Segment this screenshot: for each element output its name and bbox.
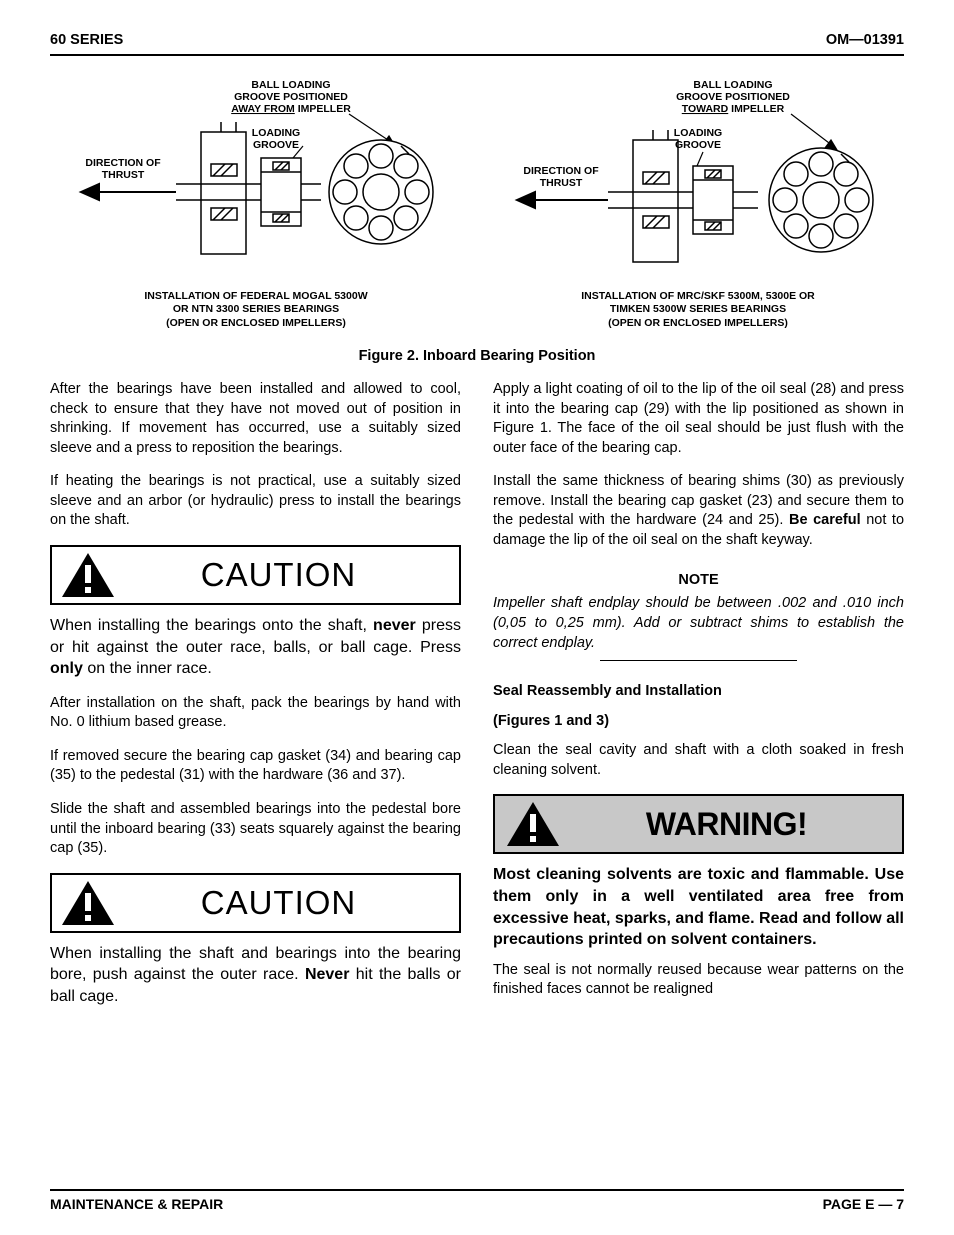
fig-right-loading-l2: GROOVE	[675, 139, 721, 151]
caution-2-label: CAUTION	[116, 880, 441, 926]
warning-triangle-icon	[60, 879, 116, 927]
fig-right-groove-l3: TOWARD IMPELLER	[682, 103, 785, 115]
fig-right-thrust-l2: THRUST	[540, 177, 583, 189]
right-p1: Apply a light coating of oil to the lip …	[493, 380, 904, 458]
note-box: NOTE Impeller shaft endplay should be be…	[493, 570, 904, 678]
bearing-circle-left	[329, 140, 433, 244]
warning-box: WARNING!	[493, 794, 904, 854]
figure-title: Figure 2. Inboard Bearing Position	[50, 346, 904, 366]
left-column: After the bearings have been installed a…	[50, 380, 461, 1189]
diagram-right: BALL LOADING GROOVE POSITIONED TOWARD IM…	[503, 74, 893, 284]
figure-right: BALL LOADING GROOVE POSITIONED TOWARD IM…	[492, 74, 904, 329]
caution1-only: only	[50, 660, 83, 677]
fig-right-groove-l2: GROOVE POSITIONED	[676, 91, 790, 103]
fig-right-loading-l1: LOADING	[674, 127, 722, 139]
caution-2-body: When installing the shaft and bearings i…	[50, 943, 461, 1008]
note-heading: NOTE	[493, 570, 904, 590]
warning-triangle-icon	[505, 800, 561, 848]
right-p3: Clean the seal cavity and shaft with a c…	[493, 741, 904, 780]
page-header: 60 SERIES OM—01391	[50, 30, 904, 56]
shaft-block-left	[176, 122, 321, 254]
right-p2: Install the same thickness of bearing sh…	[493, 472, 904, 550]
footer-right: PAGE E — 7	[823, 1195, 904, 1215]
note-body: Impeller shaft endplay should be between…	[493, 593, 904, 654]
fig-left-loading-l2: GROOVE	[253, 139, 299, 151]
thrust-arrow-right	[517, 192, 608, 208]
caution-box-2: CAUTION	[50, 873, 461, 933]
bearing-circle-right	[769, 148, 873, 252]
warning-body: Most cleaning solvents are toxic and fla…	[493, 864, 904, 950]
right-p2b: Be careful	[789, 512, 861, 528]
note-divider	[600, 660, 797, 661]
left-p2: If heating the bearings is not practical…	[50, 472, 461, 531]
warning-triangle-icon	[60, 551, 116, 599]
sub-heading-2: (Figures 1 and 3)	[493, 711, 904, 731]
diagram-left: BALL LOADING GROOVE POSITIONED AWAY FROM…	[61, 74, 451, 284]
fig-left-groove-l1: BALL LOADING	[251, 79, 330, 91]
footer-left: MAINTENANCE & REPAIR	[50, 1195, 223, 1215]
left-p3: After installation on the shaft, pack th…	[50, 694, 461, 733]
caution-1-label: CAUTION	[116, 552, 441, 598]
leader-loading-right	[697, 152, 703, 166]
fig-left-loading-l1: LOADING	[252, 127, 300, 139]
fig-left-groove-l2: GROOVE POSITIONED	[234, 91, 348, 103]
fig-right-thrust-l1: DIRECTION OF	[523, 165, 599, 177]
left-p1: After the bearings have been installed a…	[50, 380, 461, 458]
header-right: OM—01391	[826, 30, 904, 50]
thrust-arrow-left	[81, 184, 176, 200]
figure-left: BALL LOADING GROOVE POSITIONED AWAY FROM…	[50, 74, 462, 329]
figure-right-caption: INSTALLATION OF MRC/SKF 5300M, 5300E OR …	[581, 290, 815, 329]
right-column: Apply a light coating of oil to the lip …	[493, 380, 904, 1189]
caution2-never: Never	[305, 966, 349, 983]
header-left: 60 SERIES	[50, 30, 123, 50]
caution-box-1: CAUTION	[50, 545, 461, 605]
caution1-c: on the inner race.	[83, 660, 212, 677]
fig-left-groove-l3: AWAY FROM IMPELLER	[231, 103, 351, 115]
caution1-never: never	[373, 617, 416, 634]
caution-1-body: When installing the bearings onto the sh…	[50, 615, 461, 680]
body-columns: After the bearings have been installed a…	[50, 380, 904, 1189]
left-p4: If removed secure the bearing cap gasket…	[50, 747, 461, 786]
figure-left-caption: INSTALLATION OF FEDERAL MOGAL 5300W OR N…	[144, 290, 367, 329]
left-p5: Slide the shaft and assembled bearings i…	[50, 800, 461, 859]
page-footer: MAINTENANCE & REPAIR PAGE E — 7	[50, 1189, 904, 1215]
sub-heading-1: Seal Reassembly and Installation	[493, 681, 904, 701]
caution1-a: When installing the bearings onto the sh…	[50, 617, 373, 634]
warning-label: WARNING!	[561, 802, 892, 847]
fig-right-groove-l1: BALL LOADING	[693, 79, 772, 91]
leader-groove-right	[791, 114, 837, 150]
fig-left-thrust-l1: DIRECTION OF	[85, 157, 161, 169]
figure-row: BALL LOADING GROOVE POSITIONED AWAY FROM…	[50, 74, 904, 329]
fig-left-thrust-l2: THRUST	[102, 169, 145, 181]
right-p4: The seal is not normally reused because …	[493, 961, 904, 1000]
